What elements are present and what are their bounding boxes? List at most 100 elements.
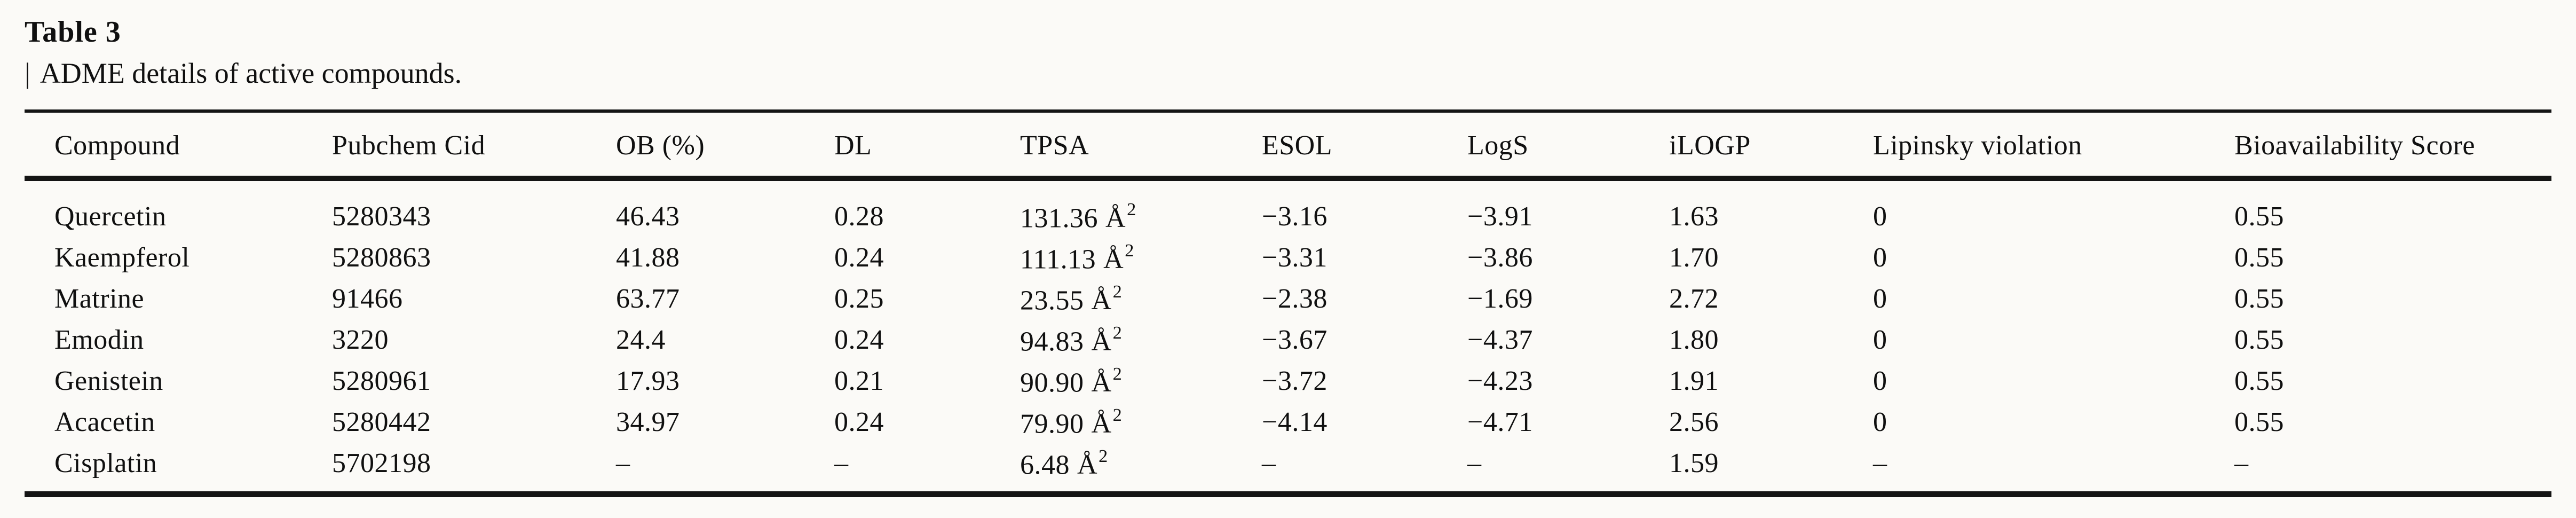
- tpsa-exponent: 2: [1112, 281, 1123, 302]
- cell-lipinsky: 0: [1873, 365, 1887, 396]
- adme-table: Compound Pubchem Cid OB (%) DL TPSA ESOL…: [25, 109, 2551, 497]
- cell-pubchem-cid: 3220: [332, 324, 389, 355]
- tpsa-value: 94.83: [1020, 326, 1084, 357]
- col-header-pubchem-cid: Pubchem Cid: [332, 111, 616, 181]
- cell-pubchem-cid: 91466: [332, 283, 403, 314]
- col-header-lipinsky-violation: Lipinsky violation: [1873, 111, 2234, 181]
- table-row-acacetin: Acacetin 5280442 34.97 0.24 79.90 Å2 −4.1…: [25, 402, 2551, 443]
- cell-tpsa: 6.48 Å2: [1020, 443, 1262, 495]
- cell-bioavailability: –: [2234, 448, 2249, 478]
- cell-compound: Quercetin: [54, 201, 167, 232]
- cell-ob: 24.4: [616, 324, 666, 355]
- cell-ilogp: 1.59: [1669, 448, 1719, 478]
- cell-pubchem-cid: 5280442: [332, 406, 431, 437]
- cell-pubchem-cid: 5280961: [332, 365, 431, 396]
- tpsa-exponent: 2: [1127, 199, 1136, 219]
- cell-ob: 41.88: [616, 242, 680, 273]
- table-row-quercetin: Quercetin 5280343 46.43 0.28 131.36 Å2 −3…: [25, 178, 2551, 237]
- tpsa-value: 23.55: [1020, 285, 1084, 316]
- cell-dl: 0.24: [834, 242, 884, 273]
- angstrom-unit: Å: [1091, 409, 1112, 439]
- cell-pubchem-cid: 5702198: [332, 448, 431, 478]
- col-header-tpsa: TPSA: [1020, 111, 1262, 181]
- cell-compound: Kaempferol: [54, 242, 190, 273]
- cell-tpsa: 79.90 Å2: [1020, 402, 1262, 443]
- table-title: Table 3: [25, 15, 121, 49]
- cell-dl: 0.24: [834, 324, 884, 355]
- cell-bioavailability: 0.55: [2234, 365, 2284, 396]
- table-row-matrine: Matrine 91466 63.77 0.25 23.55 Å2 −2.38 −…: [25, 278, 2551, 319]
- cell-dl: 0.28: [834, 201, 884, 232]
- cell-pubchem-cid: 5280343: [332, 201, 431, 232]
- cell-compound: Acacetin: [54, 406, 155, 437]
- cell-bioavailability: 0.55: [2234, 201, 2284, 232]
- table-row-kaempferol: Kaempferol 5280863 41.88 0.24 111.13 Å2 −…: [25, 237, 2551, 278]
- cell-ob: –: [616, 448, 630, 478]
- header-row: Compound Pubchem Cid OB (%) DL TPSA ESOL…: [25, 111, 2551, 181]
- col-header-ilogp: iLOGP: [1669, 111, 1873, 181]
- angstrom-unit: Å: [1091, 326, 1112, 357]
- col-header-logs: LogS: [1467, 111, 1669, 181]
- cell-ilogp: 1.70: [1669, 242, 1719, 273]
- cell-ilogp: 1.91: [1669, 365, 1719, 396]
- tpsa-exponent: 2: [1112, 404, 1123, 425]
- cell-dl: –: [834, 448, 849, 478]
- cell-esol: −3.16: [1262, 201, 1327, 232]
- col-header-ob: OB (%): [616, 111, 834, 181]
- cell-esol: –: [1262, 448, 1276, 478]
- cell-dl: 0.21: [834, 365, 884, 396]
- cell-logs: −4.23: [1467, 365, 1533, 396]
- tpsa-exponent: 2: [1125, 240, 1134, 261]
- col-header-dl: DL: [834, 111, 1020, 181]
- angstrom-unit: Å: [1103, 244, 1124, 275]
- cell-esol: −3.67: [1262, 324, 1327, 355]
- tpsa-value: 111.13: [1020, 244, 1096, 275]
- col-header-esol: ESOL: [1262, 111, 1467, 181]
- cell-pubchem-cid: 5280863: [332, 242, 431, 273]
- tpsa-value: 79.90: [1020, 409, 1084, 439]
- cell-bioavailability: 0.55: [2234, 283, 2284, 314]
- cell-esol: −2.38: [1262, 283, 1327, 314]
- cell-esol: −3.31: [1262, 242, 1327, 273]
- table-row-emodin: Emodin 3220 24.4 0.24 94.83 Å2 −3.67 −4.3…: [25, 319, 2551, 360]
- cell-logs: –: [1467, 448, 1482, 478]
- caption-text: ADME details of active compounds.: [39, 57, 462, 89]
- cell-bioavailability: 0.55: [2234, 242, 2284, 273]
- cell-ilogp: 2.56: [1669, 406, 1719, 437]
- cell-ob: 34.97: [616, 406, 680, 437]
- cell-tpsa: 90.90 Å2: [1020, 360, 1262, 402]
- cell-ilogp: 1.63: [1669, 201, 1719, 232]
- tpsa-exponent: 2: [1099, 445, 1108, 466]
- tpsa-value: 131.36: [1020, 203, 1098, 234]
- cell-lipinsky: –: [1873, 448, 1887, 478]
- cell-bioavailability: 0.55: [2234, 324, 2284, 355]
- table-row-cisplatin: Cisplatin 5702198 – – 6.48 Å2 – – 1.59 – …: [25, 443, 2551, 495]
- angstrom-unit: Å: [1077, 450, 1098, 481]
- table-row-genistein: Genistein 5280961 17.93 0.21 90.90 Å2 −3.…: [25, 360, 2551, 402]
- cell-lipinsky: 0: [1873, 324, 1887, 355]
- col-header-compound: Compound: [25, 111, 332, 181]
- cell-dl: 0.25: [834, 283, 884, 314]
- cell-logs: −4.71: [1467, 406, 1533, 437]
- tpsa-exponent: 2: [1112, 363, 1123, 384]
- cell-logs: −1.69: [1467, 283, 1533, 314]
- cell-tpsa: 23.55 Å2: [1020, 278, 1262, 319]
- cell-lipinsky: 0: [1873, 201, 1887, 232]
- cell-tpsa: 111.13 Å2: [1020, 237, 1262, 278]
- cell-dl: 0.24: [834, 406, 884, 437]
- cell-ob: 17.93: [616, 365, 680, 396]
- angstrom-unit: Å: [1091, 285, 1112, 316]
- cell-tpsa: 94.83 Å2: [1020, 319, 1262, 360]
- cell-compound: Genistein: [54, 365, 163, 396]
- cell-esol: −4.14: [1262, 406, 1327, 437]
- cell-ob: 63.77: [616, 283, 680, 314]
- cell-logs: −4.37: [1467, 324, 1533, 355]
- cell-logs: −3.91: [1467, 201, 1533, 232]
- cell-compound: Emodin: [54, 324, 144, 355]
- cell-ilogp: 1.80: [1669, 324, 1719, 355]
- angstrom-unit: Å: [1105, 203, 1126, 234]
- cell-compound: Matrine: [54, 283, 145, 314]
- col-header-bioavailability-score: Bioavailability Score: [2234, 111, 2551, 181]
- cell-lipinsky: 0: [1873, 283, 1887, 314]
